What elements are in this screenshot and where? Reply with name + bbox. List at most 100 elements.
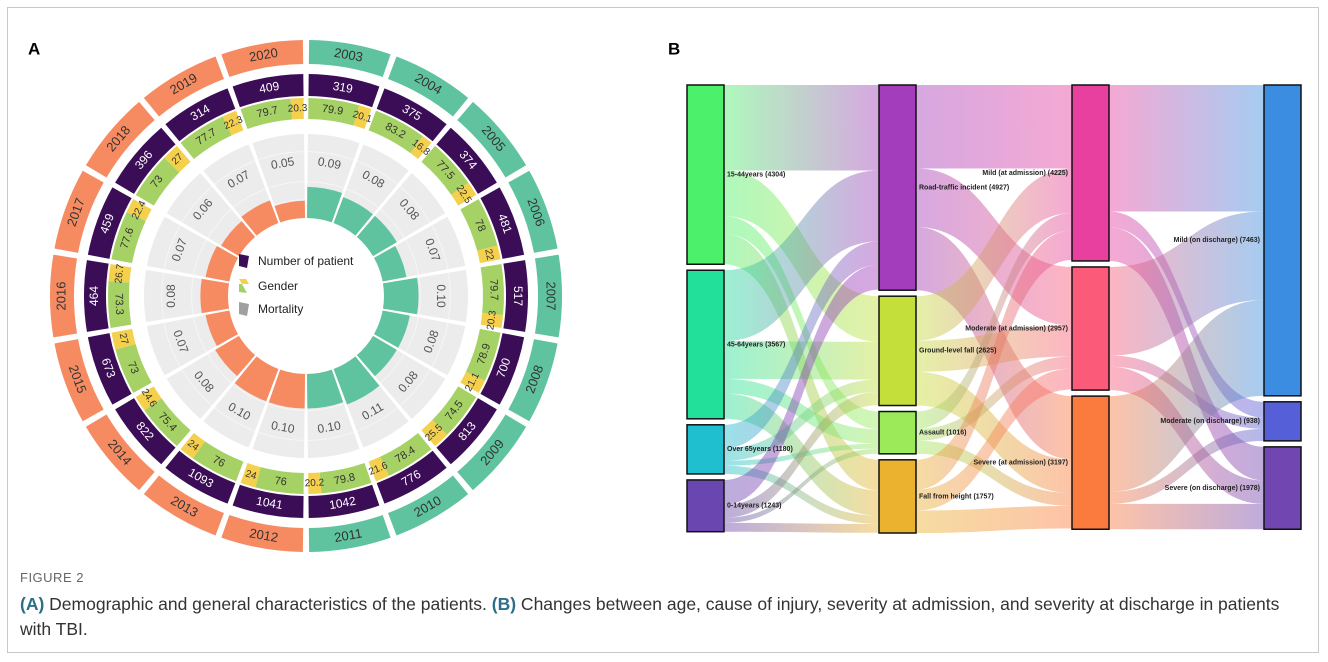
- mortality-grid: [380, 208, 405, 238]
- node-label: Severe (at admission) (3197): [973, 460, 1068, 467]
- link: [724, 378, 879, 444]
- year-band: [388, 56, 469, 117]
- mortality-grid: [163, 225, 181, 270]
- node: [686, 479, 725, 533]
- node-label: Assault (1016): [919, 430, 966, 437]
- gender-label: 26.7: [113, 263, 126, 284]
- link: [1109, 428, 1264, 504]
- mortality-bar: [221, 221, 256, 257]
- mortality-bar: [268, 369, 306, 409]
- patient-label: 409: [258, 79, 280, 96]
- link: [724, 170, 879, 342]
- mortality-grid: [268, 181, 305, 189]
- mortality-bar: [333, 197, 373, 236]
- mortality-grid: [405, 239, 419, 275]
- gender-arc: [480, 264, 504, 316]
- link: [724, 522, 879, 533]
- gender-arc: [115, 343, 152, 393]
- patient-label: 673: [98, 356, 118, 380]
- link: [916, 85, 1072, 169]
- gender-arc: [380, 432, 432, 476]
- gender-label: 79.7: [487, 279, 500, 301]
- gender-arc: [180, 116, 232, 160]
- mortality-grid: [161, 272, 164, 320]
- link: [724, 392, 879, 518]
- node-label: Moderate (on discharge) (938): [1160, 418, 1260, 425]
- mortality-grid: [191, 277, 194, 315]
- gender-arc: [308, 472, 322, 494]
- mortality-bar: [382, 277, 419, 315]
- mortality-grid: [405, 317, 419, 353]
- gender-arc: [135, 386, 162, 411]
- mortality-bar: [205, 310, 238, 347]
- panel-label: B: [668, 39, 680, 58]
- mortality-bar: [333, 356, 380, 405]
- node: [1263, 401, 1302, 442]
- patient-arc: [232, 74, 304, 108]
- year-band: [85, 414, 155, 491]
- node-label: Fall from height (1757): [919, 493, 994, 500]
- gender-arc: [410, 136, 432, 160]
- link: [724, 465, 879, 524]
- caption-tag: (A): [20, 594, 45, 614]
- link: [724, 264, 879, 505]
- year-band: [143, 56, 224, 117]
- gender-label: 20.3: [288, 103, 308, 115]
- gender-arc: [353, 105, 372, 129]
- node: [1071, 395, 1110, 530]
- node: [1071, 266, 1110, 391]
- link: [916, 368, 1072, 511]
- gender-label: 22: [482, 248, 495, 262]
- mortality-label: 0.05: [270, 154, 296, 172]
- mortality-grid: [268, 403, 305, 411]
- mortality-bar: [215, 335, 256, 377]
- link: [916, 356, 1072, 441]
- gender-arc: [255, 467, 304, 494]
- gender-arc: [480, 313, 504, 328]
- gender-arc: [477, 245, 501, 264]
- gender-label: 79.9: [321, 103, 344, 118]
- gender-label: 20.2: [304, 477, 324, 489]
- patient-label: 700: [493, 356, 513, 380]
- mortality-grid: [380, 354, 405, 384]
- mortality-grid: [418, 277, 421, 315]
- gender-arc: [240, 463, 261, 488]
- node-label: Mild (at admission) (4225): [982, 170, 1068, 177]
- mortality-grid: [431, 322, 449, 367]
- node-label: Over 65years (1180): [727, 446, 793, 453]
- node: [878, 295, 917, 407]
- mortality-bar: [374, 245, 407, 282]
- patient-arc: [87, 333, 132, 405]
- gender-arc: [432, 386, 477, 435]
- gender-label: 20.3: [485, 309, 498, 330]
- caption-text: Demographic and general characteristics …: [44, 594, 492, 614]
- link: [724, 241, 879, 449]
- gender-label: 79.8: [333, 471, 356, 487]
- gender-label: 73: [125, 360, 141, 376]
- mortality-grid: [307, 431, 354, 441]
- gender-label: 76: [210, 454, 226, 470]
- caption-tag: (B): [491, 594, 517, 614]
- gender-arc: [240, 98, 293, 129]
- legend-icon: [239, 279, 249, 284]
- mortality-label: 0.08: [164, 284, 178, 308]
- gender-label: 73.3: [112, 293, 125, 315]
- mortality-bar: [241, 200, 279, 236]
- mortality-grid: [307, 151, 354, 161]
- link: [724, 379, 879, 461]
- caption-text: Changes between age, cause of injury, se…: [20, 594, 1280, 639]
- link: [1109, 85, 1264, 212]
- center: [230, 220, 382, 372]
- year-band: [85, 101, 155, 178]
- node-label: 0-14years (1243): [727, 503, 782, 510]
- year-band: [50, 254, 78, 338]
- mortality-grid: [258, 431, 305, 441]
- mortality-grid: [207, 208, 232, 238]
- year-band: [143, 475, 224, 536]
- gender-arc: [108, 281, 132, 328]
- gender-arc: [222, 110, 244, 136]
- mortality-label: 0.10: [270, 418, 296, 436]
- year-band: [534, 254, 563, 338]
- gender-arc: [290, 98, 304, 120]
